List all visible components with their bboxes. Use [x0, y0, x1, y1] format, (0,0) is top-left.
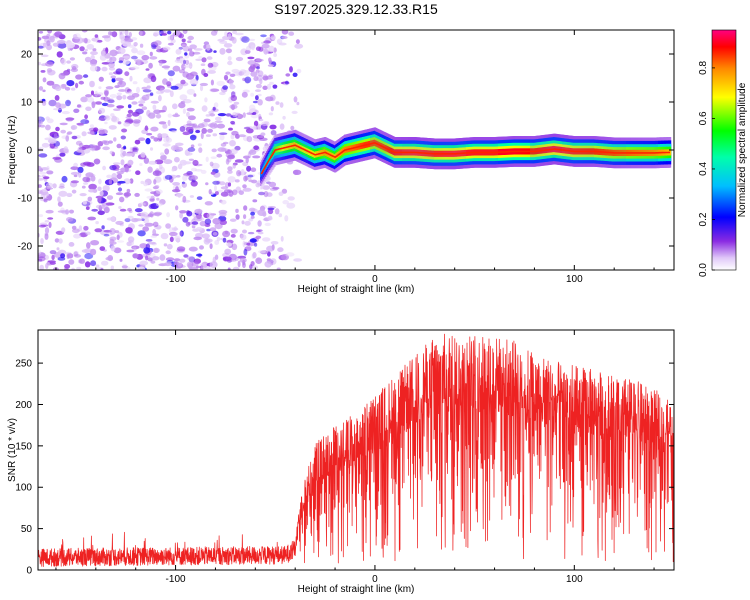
spectrogram-x-tick-label: 0 [372, 274, 378, 285]
snr-series-line [38, 333, 674, 567]
snr-x-tick-label: 0 [372, 574, 378, 585]
spectrogram-y-tick-label: -10 [18, 194, 33, 205]
snr-x-tick-label: 100 [566, 574, 583, 585]
colorbar: 0.0 0.2 0.4 0.6 0.8 Normalized spectral ampl… [698, 29, 748, 277]
snr-panel: -100 0 100 0 50 100 150 200 250 Height of straig… [7, 329, 675, 595]
snr-plot-area [38, 333, 674, 567]
snr-y-tick-label: 0 [26, 566, 32, 577]
spectrogram-x-tick-label: -100 [166, 274, 186, 285]
snr-y-tick-label: 200 [15, 400, 32, 411]
spectrogram-y-tick-label: 0 [26, 146, 32, 157]
colorbar-tick-label: 0.8 [698, 61, 709, 75]
snr-y-label: SNR (10 * v/v) [7, 418, 18, 482]
spectrogram-plot-area [38, 30, 672, 270]
snr-y-tick-label: 150 [15, 441, 32, 452]
colorbar-tick-label: 0.0 [698, 263, 709, 277]
snr-axes: -100 0 100 0 50 100 150 200 250 [15, 330, 674, 585]
colorbar-tick-label: 0.6 [698, 111, 709, 125]
spectrogram-y-tick-label: 20 [21, 50, 33, 61]
snr-y-tick-label: 250 [15, 359, 32, 370]
spectrogram-y-tick-label: 10 [21, 98, 33, 109]
spectrogram-noise [38, 30, 304, 270]
colorbar-frame [711, 29, 737, 271]
snr-y-tick-label: 50 [21, 524, 33, 535]
spectrogram-y-label: Frequency (Hz) [7, 116, 18, 185]
chart-title: S197.2025.329.12.33.R15 [274, 1, 438, 17]
spectrogram-x-label: Height of straight line (km) [298, 284, 415, 295]
snr-frame [37, 329, 675, 571]
snr-x-tick-label: -100 [166, 574, 186, 585]
spectrogram-ridge-peak [260, 141, 670, 175]
colorbar-gradient [712, 30, 736, 270]
colorbar-tick-label: 0.4 [698, 162, 709, 176]
snr-x-label: Height of straight line (km) [298, 584, 415, 595]
spectrogram-x-tick-label: 100 [566, 274, 583, 285]
colorbar-label: Normalized spectral amplitude [737, 82, 748, 217]
colorbar-ticks: 0.0 0.2 0.4 0.6 0.8 [698, 61, 715, 277]
colorbar-tick-label: 0.2 [698, 212, 709, 226]
spectrogram-y-tick-label: -20 [18, 242, 33, 253]
spectrogram-ridge [260, 127, 672, 190]
snr-y-tick-label: 100 [15, 483, 32, 494]
